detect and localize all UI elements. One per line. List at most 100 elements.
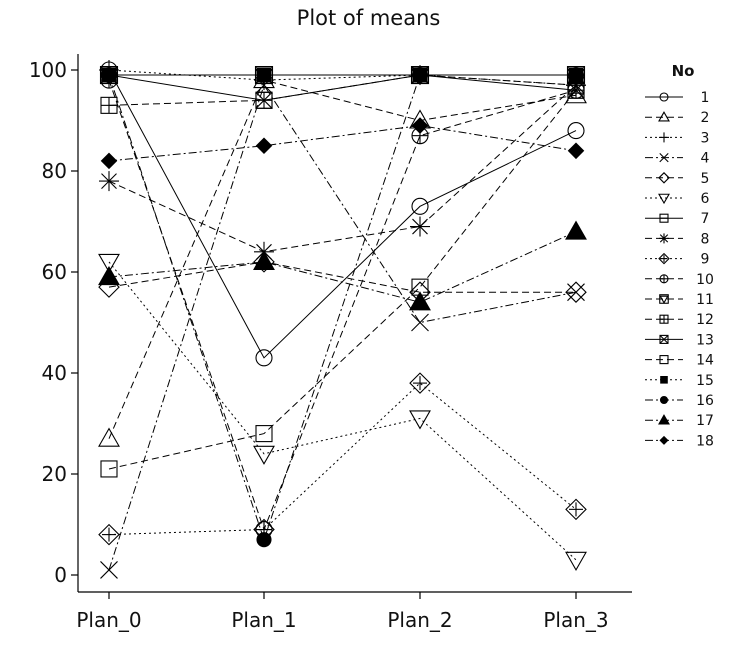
- legend-label: 1: [701, 90, 710, 106]
- data-point: [255, 91, 273, 109]
- legend-marker: [658, 252, 670, 265]
- legend-marker: [658, 111, 670, 122]
- legend-marker: [659, 233, 669, 244]
- series-2: [98, 68, 587, 447]
- series-5: [98, 251, 587, 303]
- data-point: [567, 122, 585, 140]
- data-point: [100, 96, 118, 114]
- legend-item: 2: [645, 110, 709, 126]
- data-point: [100, 152, 118, 170]
- series-16: [101, 67, 584, 548]
- data-point: [409, 372, 431, 394]
- legend-label: 6: [701, 191, 710, 207]
- legend-label: 13: [696, 332, 714, 348]
- series-6: [98, 253, 587, 571]
- series-12: [100, 66, 585, 114]
- y-tick-label: 20: [42, 462, 67, 486]
- data-point: [255, 137, 273, 155]
- series-line: [108, 69, 577, 86]
- data-point: [101, 67, 117, 83]
- legend-item: 7: [645, 211, 709, 227]
- data-point: [565, 281, 587, 303]
- series-line: [108, 382, 577, 536]
- y-tick-label: 0: [54, 563, 67, 587]
- series-4: [100, 76, 585, 579]
- legend-marker: [660, 375, 668, 384]
- series-line: [108, 74, 576, 542]
- series-line: [108, 79, 577, 531]
- data-point: [567, 142, 585, 160]
- series-line: [108, 69, 577, 359]
- data-point: [411, 313, 429, 332]
- legend-marker: [658, 414, 670, 425]
- data-point: [412, 67, 428, 83]
- y-tick-label: 80: [42, 159, 67, 183]
- data-point: [256, 68, 272, 83]
- legend-marker: [659, 132, 669, 143]
- series-3: [99, 60, 586, 96]
- legend-label: 15: [696, 373, 714, 389]
- series-line: [108, 125, 577, 162]
- data-point: [411, 197, 429, 215]
- series-line: [108, 74, 577, 101]
- data-point: [409, 291, 431, 311]
- legend-item: 18: [645, 433, 714, 449]
- data-point: [565, 84, 587, 104]
- x-tick-label: Plan_1: [231, 608, 296, 632]
- data-point: [98, 523, 120, 546]
- legend-marker: [658, 172, 670, 184]
- data-point: [409, 410, 431, 430]
- legend-item: 6: [645, 191, 710, 207]
- legend-marker: [659, 92, 669, 102]
- y-tick-label: 40: [42, 361, 67, 385]
- data-point: [253, 445, 275, 465]
- legend-label: 7: [701, 211, 710, 227]
- data-point: [98, 427, 120, 447]
- data-point: [99, 171, 119, 192]
- data-point: [100, 561, 118, 579]
- series-1: [100, 61, 585, 367]
- series-13: [100, 66, 585, 109]
- series-line: [108, 84, 577, 253]
- legend-label: 12: [696, 312, 714, 328]
- legend-label: 14: [696, 353, 714, 369]
- legend-item: 3: [645, 130, 709, 146]
- x-tick-label: Plan_2: [387, 608, 452, 632]
- data-point: [253, 250, 275, 270]
- legend-label: 2: [701, 110, 710, 126]
- series-9: [98, 372, 587, 546]
- legend-item: 8: [645, 231, 709, 247]
- series-line: [108, 84, 577, 571]
- legend-item: 1: [645, 90, 709, 106]
- legend-marker: [659, 294, 669, 304]
- data-point: [255, 425, 273, 443]
- data-point: [565, 220, 587, 240]
- data-point: [565, 551, 587, 571]
- data-point: [410, 216, 430, 237]
- legend-label: 17: [696, 413, 714, 429]
- series-line: [108, 261, 576, 293]
- legend-title: No: [672, 62, 695, 80]
- legend-label: 10: [696, 272, 714, 288]
- series-line: [108, 261, 577, 561]
- legend-item: 15: [645, 373, 714, 389]
- legend-marker: [659, 334, 669, 344]
- series-line: [108, 79, 577, 439]
- legend-marker: [659, 274, 669, 284]
- legend-item: 9: [645, 252, 709, 268]
- series-line: [108, 89, 577, 470]
- legend-label: 4: [701, 151, 710, 167]
- series-line: [108, 231, 577, 303]
- y-tick-label: 60: [42, 260, 67, 284]
- legend-label: 9: [701, 252, 710, 268]
- legend-label: 16: [696, 393, 714, 409]
- legend-label: 3: [701, 130, 710, 146]
- data-point: [567, 283, 585, 302]
- data-point: [100, 460, 118, 478]
- legend-item: 5: [645, 171, 709, 187]
- series-17: [98, 220, 587, 311]
- legend-item: 17: [645, 413, 714, 429]
- series-14: [100, 81, 585, 478]
